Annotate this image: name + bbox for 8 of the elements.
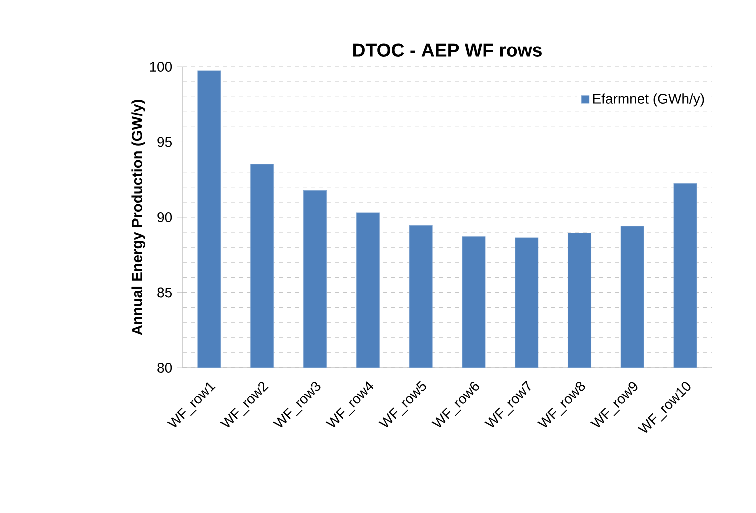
y-tick-label: 80 — [158, 363, 172, 373]
y-tick-label: 85 — [158, 288, 172, 298]
chart-title: DTOC - AEP WF rows — [354, 44, 542, 57]
legend-label: Efarmnet (GWh/y) — [593, 94, 704, 107]
y-tick-label: 90 — [158, 212, 172, 222]
y-axis-title: Annual Energy Production (GW/y) — [132, 100, 146, 336]
y-tick-label: 95 — [158, 137, 172, 148]
y-tick-label: 100 — [150, 62, 172, 72]
